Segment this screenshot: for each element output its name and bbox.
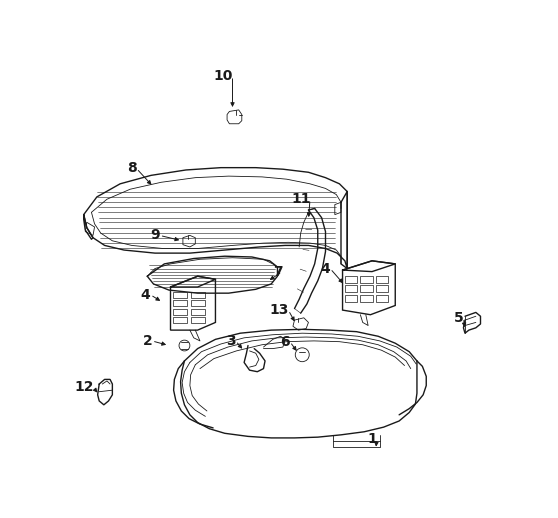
Text: 4: 4 xyxy=(141,287,151,301)
Text: 8: 8 xyxy=(127,162,137,176)
Text: 13: 13 xyxy=(270,303,288,317)
Text: 7: 7 xyxy=(273,265,282,279)
Text: 3: 3 xyxy=(226,334,236,348)
Text: 2: 2 xyxy=(142,334,152,348)
Text: 9: 9 xyxy=(150,228,160,242)
Text: 12: 12 xyxy=(74,380,93,394)
Text: 5: 5 xyxy=(454,311,464,325)
Text: 6: 6 xyxy=(280,335,290,349)
Text: 10: 10 xyxy=(214,69,233,83)
Text: 1: 1 xyxy=(367,433,377,447)
Text: 11: 11 xyxy=(291,192,310,206)
Text: 4: 4 xyxy=(321,262,330,276)
